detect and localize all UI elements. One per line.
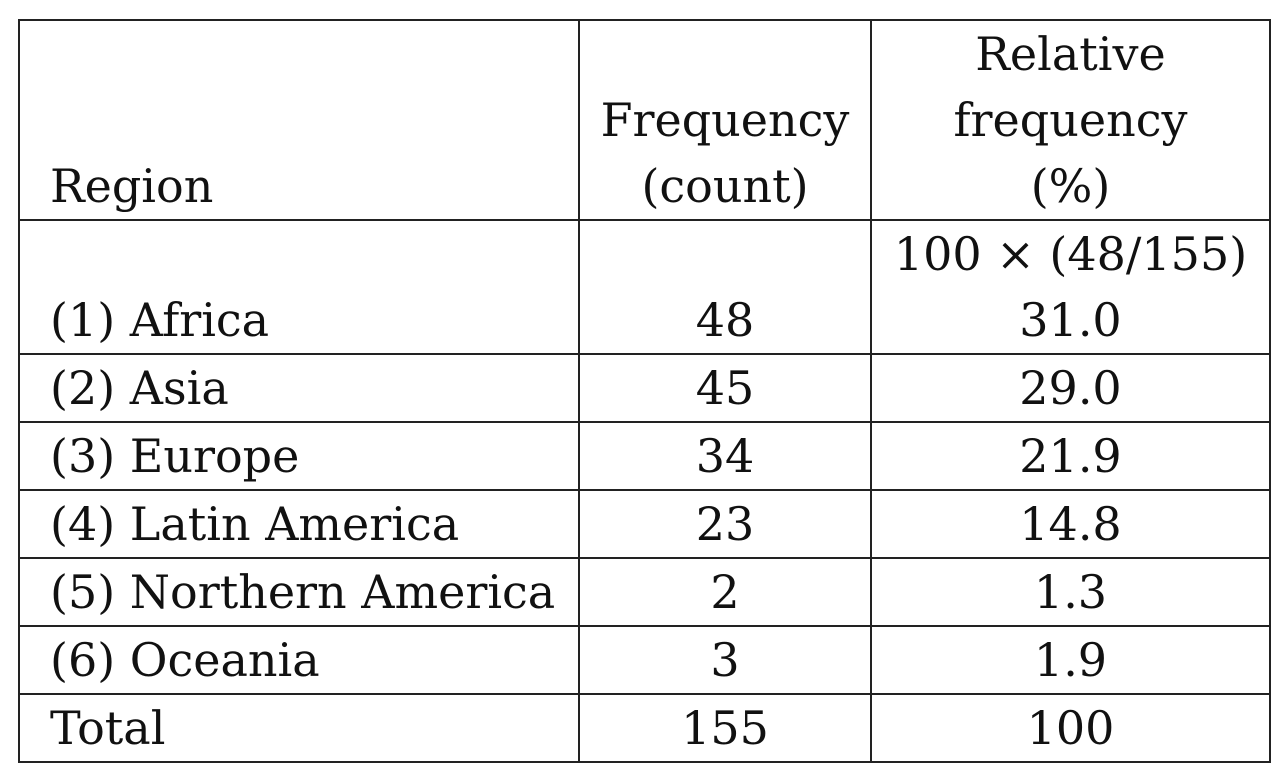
table-row: (1) Africa 48 100 × (48/155) 31.0 — [18, 219, 1271, 355]
table-row: (5) Northern America 2 1.3 — [18, 557, 1271, 627]
table-row: (3) Europe 34 21.9 — [18, 421, 1271, 491]
header-count-line2: (count) — [641, 159, 809, 213]
table-row: (2) Asia 45 29.0 — [18, 353, 1271, 423]
total-count: 155 — [578, 693, 872, 763]
header-relative-frequency: Relative frequency (%) — [870, 19, 1271, 221]
header-rel-line2: frequency — [953, 93, 1188, 147]
table-row: (6) Oceania 3 1.9 — [18, 625, 1271, 695]
relative-cell: 1.9 — [870, 625, 1271, 695]
header-frequency-count: Frequency (count) — [578, 19, 872, 221]
frequency-table: Region Frequency (count) Relative freque… — [18, 19, 1271, 763]
count-cell: 2 — [578, 557, 872, 627]
header-count-line1: Frequency — [600, 93, 850, 147]
count-cell: 3 — [578, 625, 872, 695]
relative-cell: 1.3 — [870, 557, 1271, 627]
header-rel-line3: (%) — [1030, 159, 1111, 213]
relative-cell: 29.0 — [870, 353, 1271, 423]
region-cell: (1) Africa — [18, 219, 580, 355]
total-label: Total — [18, 693, 580, 763]
region-cell: (2) Asia — [18, 353, 580, 423]
region-cell: (3) Europe — [18, 421, 580, 491]
table-row: (4) Latin America 23 14.8 — [18, 489, 1271, 559]
region-cell: (5) Northern America — [18, 557, 580, 627]
count-cell: 45 — [578, 353, 872, 423]
formula-note: 100 × (48/155) — [893, 227, 1248, 281]
total-row: Total 155 100 — [18, 693, 1271, 763]
relative-cell: 14.8 — [870, 489, 1271, 559]
count-cell: 48 — [578, 219, 872, 355]
count-cell: 23 — [578, 489, 872, 559]
region-cell: (6) Oceania — [18, 625, 580, 695]
relative-cell: 100 × (48/155) 31.0 — [870, 219, 1271, 355]
relative-value: 31.0 — [1019, 293, 1122, 347]
total-relative: 100 — [870, 693, 1271, 763]
header-row: Region Frequency (count) Relative freque… — [18, 19, 1271, 221]
region-cell: (4) Latin America — [18, 489, 580, 559]
header-rel-line1: Relative — [975, 27, 1166, 81]
header-region: Region — [18, 19, 580, 221]
count-cell: 34 — [578, 421, 872, 491]
relative-cell: 21.9 — [870, 421, 1271, 491]
